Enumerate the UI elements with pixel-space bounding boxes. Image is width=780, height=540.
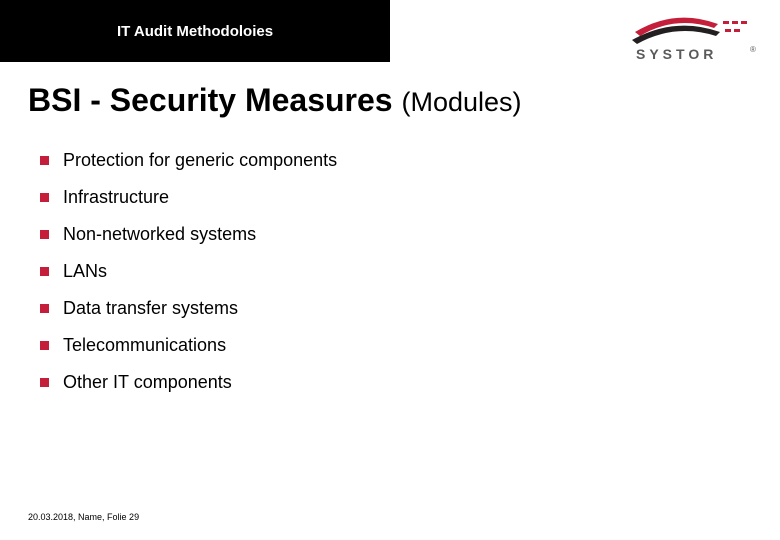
header-title: IT Audit Methodoloies	[117, 23, 273, 40]
list-item: Infrastructure	[40, 187, 337, 208]
list-item: Telecommunications	[40, 335, 337, 356]
bullet-icon	[40, 230, 49, 239]
list-item: LANs	[40, 261, 337, 282]
svg-text:SYSTOR: SYSTOR	[636, 46, 717, 62]
list-item: Protection for generic components	[40, 150, 337, 171]
bullet-list: Protection for generic components Infras…	[40, 150, 337, 409]
systor-logo: SYSTOR ®	[620, 10, 760, 65]
bullet-icon	[40, 267, 49, 276]
bullet-text: Protection for generic components	[63, 150, 337, 171]
title-sub: (Modules)	[401, 87, 521, 117]
slide-title: BSI - Security Measures (Modules)	[28, 82, 522, 119]
bullet-icon	[40, 341, 49, 350]
bullet-icon	[40, 378, 49, 387]
svg-text:®: ®	[750, 45, 756, 54]
bullet-text: Non-networked systems	[63, 224, 256, 245]
list-item: Other IT components	[40, 372, 337, 393]
bullet-text: Data transfer systems	[63, 298, 238, 319]
slide-footer: 20.03.2018, Name, Folie 29	[28, 512, 139, 522]
bullet-text: Infrastructure	[63, 187, 169, 208]
bullet-icon	[40, 193, 49, 202]
bullet-text: LANs	[63, 261, 107, 282]
header-bar: IT Audit Methodoloies	[0, 0, 390, 62]
list-item: Data transfer systems	[40, 298, 337, 319]
title-main: BSI - Security Measures	[28, 82, 401, 118]
bullet-text: Other IT components	[63, 372, 232, 393]
bullet-text: Telecommunications	[63, 335, 226, 356]
bullet-icon	[40, 304, 49, 313]
list-item: Non-networked systems	[40, 224, 337, 245]
bullet-icon	[40, 156, 49, 165]
